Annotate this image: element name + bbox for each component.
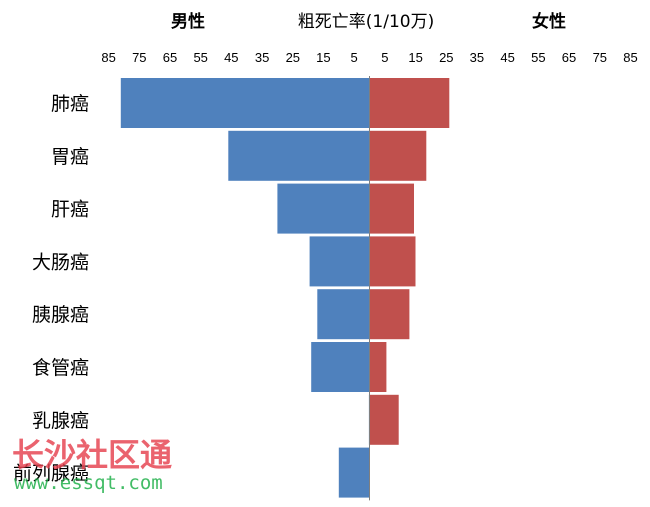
tick-label-left-3: 55 [193, 50, 207, 65]
category-label-2: 肝癌 [51, 199, 89, 221]
tick-label-right-5: 35 [470, 50, 484, 65]
female-bar-0 [369, 78, 450, 128]
tick-label-right-4: 45 [500, 50, 514, 65]
tick-label-right-6: 25 [439, 50, 453, 65]
watermark-text: 长沙社区通 [12, 436, 172, 474]
tick-label-left-4: 45 [224, 50, 238, 65]
male-bar-0 [120, 78, 370, 128]
category-label-6: 乳腺癌 [32, 410, 89, 432]
tick-label-right-8: 5 [381, 50, 388, 65]
watermark-url: www.essqt.com [14, 472, 163, 494]
tick-label-right-0: 85 [623, 50, 637, 65]
tick-label-left-8: 5 [350, 50, 357, 65]
female-bar-4 [369, 289, 410, 340]
male-bar-7 [338, 447, 370, 498]
bars [120, 78, 450, 498]
tick-label-right-1: 75 [593, 50, 607, 65]
tick-label-left-2: 65 [163, 50, 177, 65]
male-bar-3 [309, 236, 370, 287]
male-bar-1 [228, 130, 370, 181]
category-label-5: 食管癌 [32, 357, 89, 379]
category-label-3: 大肠癌 [32, 251, 89, 273]
category-label-0: 肺癌 [51, 93, 89, 115]
tick-label-right-3: 55 [531, 50, 545, 65]
tick-label-left-5: 35 [255, 50, 269, 65]
female-bar-5 [369, 342, 387, 392]
tick-label-left-1: 75 [132, 50, 146, 65]
male-bar-2 [277, 183, 370, 234]
watermark: 长沙社区通 www.essqt.com [12, 436, 172, 494]
male-header: 男性 [171, 11, 205, 32]
female-bar-1 [369, 130, 427, 181]
tick-label-right-2: 65 [562, 50, 576, 65]
tick-label-left-6: 25 [286, 50, 300, 65]
chart-title: 粗死亡率(1/10万) [298, 12, 434, 32]
female-bar-6 [369, 394, 399, 445]
female-bar-2 [369, 183, 414, 234]
male-bar-4 [317, 289, 370, 340]
female-bar-3 [369, 236, 416, 287]
male-bar-5 [311, 342, 370, 392]
category-label-1: 胃癌 [51, 146, 89, 168]
category-label-7: 前列腺癌 [13, 463, 89, 485]
tick-label-left-7: 15 [316, 50, 330, 65]
tick-label-left-0: 85 [101, 50, 115, 65]
category-label-4: 胰腺癌 [32, 304, 89, 326]
tick-label-right-7: 15 [408, 50, 422, 65]
female-header: 女性 [532, 11, 566, 32]
